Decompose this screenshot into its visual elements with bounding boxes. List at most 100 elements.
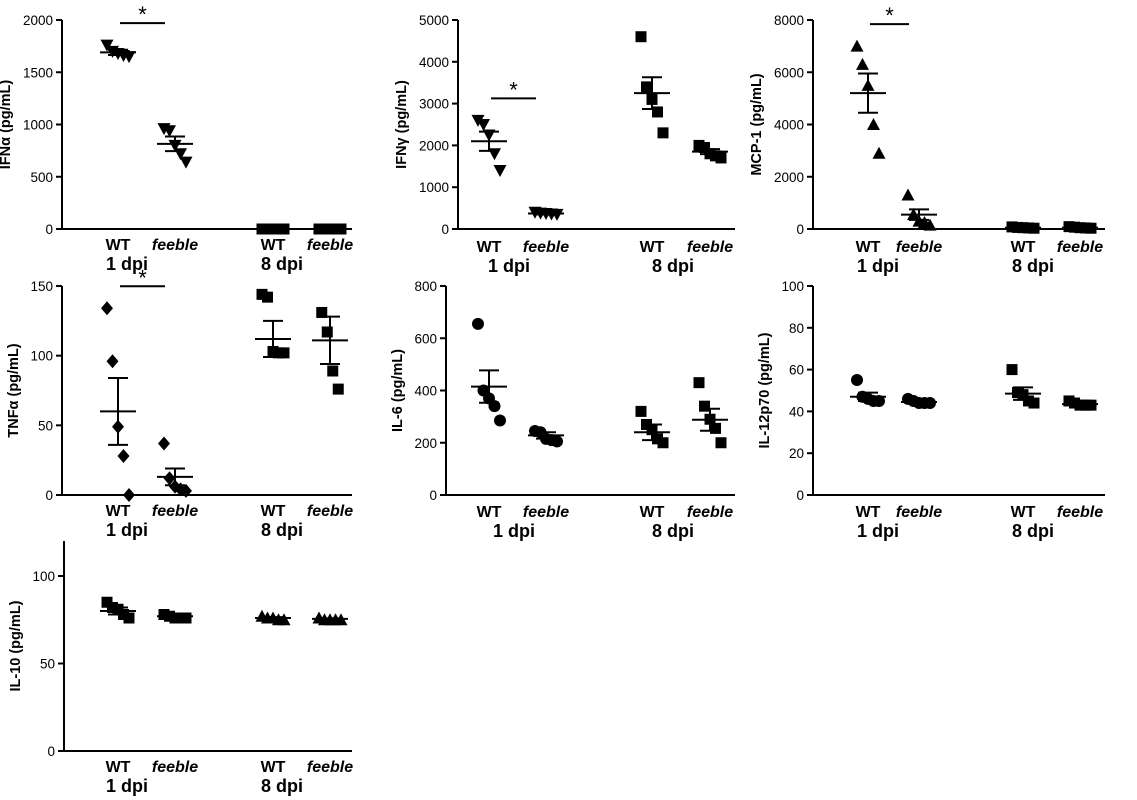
sem-bar (320, 315, 340, 366)
category-label: WT (1011, 239, 1036, 256)
sem-bar (108, 48, 128, 57)
sem-bar (536, 211, 556, 216)
sem-bar (479, 130, 499, 152)
data-point (493, 164, 507, 177)
data-point (180, 483, 192, 498)
y-tick-label: 3000 (419, 97, 449, 112)
panel-5: 0 200 400 600 800 IL-6 (pg/mL) WT feeble WT feebl… (390, 279, 735, 541)
data-point (277, 613, 291, 626)
panel-2: 0 1000 2000 3000 4000 5000 IFNγ (pg/mL) WT feebl… (394, 13, 735, 276)
y-tick-label: 50 (40, 657, 55, 672)
y-tick-label: 0 (796, 488, 804, 503)
data-point (641, 81, 652, 93)
data-point (123, 612, 135, 624)
data-point (715, 437, 727, 449)
data-point (851, 374, 863, 387)
data-point (699, 400, 710, 412)
y-tick-label: 100 (30, 349, 53, 364)
group-label: 8 dpi (261, 520, 303, 540)
data-point (163, 471, 176, 486)
data-point (262, 291, 273, 303)
data-point (1028, 397, 1040, 409)
y-tick-label: 0 (45, 222, 53, 237)
data-point (332, 383, 344, 395)
y-tick-label: 50 (38, 418, 53, 433)
category-label: feeble (307, 503, 353, 520)
y-tick-label: 40 (789, 404, 804, 419)
y-tick-label: 20 (789, 446, 804, 461)
group-label: 1 dpi (106, 776, 148, 796)
data-point (106, 354, 119, 369)
sem-bar (1013, 386, 1033, 401)
group-label: 1 dpi (857, 521, 899, 541)
category-label: WT (477, 239, 502, 256)
category-label: WT (856, 239, 881, 256)
significance-star: * (885, 3, 894, 28)
data-point (635, 31, 647, 43)
sem-bar (108, 606, 128, 616)
category-label: feeble (152, 503, 198, 520)
category-label: feeble (1057, 504, 1103, 521)
data-point (901, 188, 915, 201)
significance-star: * (138, 2, 147, 27)
y-tick-label: 500 (30, 170, 53, 185)
sem-bar (320, 617, 340, 621)
category-label: feeble (307, 759, 353, 776)
y-axis-label: IL-12p70 (pg/mL) (757, 332, 773, 448)
y-tick-label: 8000 (774, 13, 804, 28)
group-label: 8 dpi (652, 256, 694, 276)
y-tick-label: 5000 (419, 13, 449, 28)
category-label: WT (106, 237, 131, 254)
y-tick-label: 0 (45, 488, 53, 503)
y-tick-label: 1000 (23, 118, 53, 133)
data-point (635, 405, 647, 417)
y-tick-label: 2000 (774, 170, 804, 185)
category-label: feeble (1057, 239, 1103, 256)
category-label: WT (261, 503, 286, 520)
group-label: 1 dpi (493, 521, 535, 541)
y-tick-label: 4000 (774, 118, 804, 133)
y-tick-label: 4000 (419, 55, 449, 70)
group-label: 8 dpi (261, 776, 303, 796)
sem-bar (700, 148, 720, 156)
data-point (494, 414, 506, 427)
category-label: WT (856, 504, 881, 521)
group-label: 1 dpi (106, 520, 148, 540)
y-tick-label: 2000 (23, 13, 53, 28)
y-tick-label: 100 (781, 279, 804, 294)
data-point (163, 125, 176, 138)
sem-bar (263, 616, 283, 620)
sem-bar (858, 391, 878, 402)
sem-bar (1013, 226, 1033, 229)
y-axis-label: IL-6 (pg/mL) (390, 349, 406, 432)
panel-3: 0 2000 4000 6000 8000 MCP-1 (pg/mL) WT feeble WT… (749, 3, 1105, 276)
sem-bar (479, 369, 499, 404)
y-axis-label: TNFα (pg/mL) (6, 343, 22, 437)
data-point (180, 612, 192, 624)
sem-bar (642, 423, 662, 442)
group-label: 1 dpi (106, 254, 148, 274)
sem-bar (536, 431, 556, 440)
data-point (699, 141, 710, 153)
data-point (1006, 364, 1018, 376)
sem-bar (165, 467, 185, 487)
data-point (278, 347, 290, 359)
data-point (652, 106, 663, 118)
data-point (715, 152, 727, 164)
category-label: WT (106, 759, 131, 776)
y-axis-label: IFNγ (pg/mL) (394, 80, 410, 169)
sem-bar (1070, 226, 1090, 229)
data-point (158, 436, 170, 451)
y-tick-label: 400 (414, 384, 437, 399)
category-label: WT (1011, 504, 1036, 521)
y-tick-label: 60 (789, 363, 804, 378)
y-tick-label: 1500 (23, 65, 53, 80)
category-label: feeble (152, 237, 198, 254)
sem-bar (642, 76, 662, 111)
group-label: 1 dpi (857, 256, 899, 276)
y-tick-label: 0 (441, 222, 449, 237)
data-point (117, 448, 130, 463)
data-point (179, 156, 193, 169)
category-label: feeble (896, 504, 942, 521)
